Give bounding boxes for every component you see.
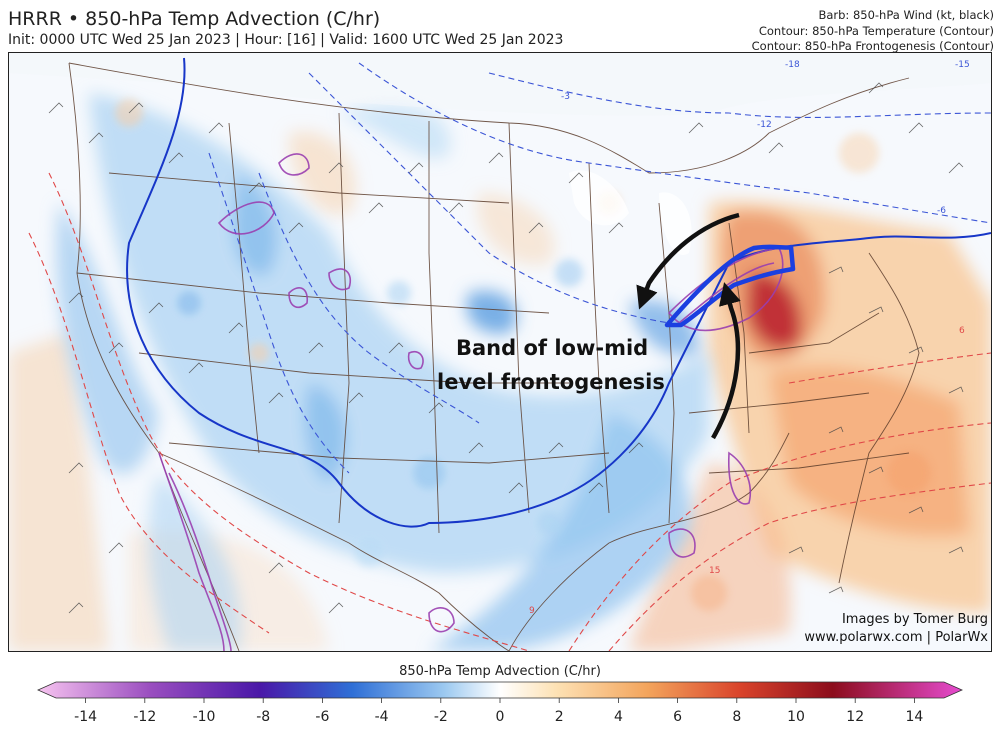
- credit-website: www.polarwx.com | PolarWx: [804, 630, 988, 645]
- legend-line-barb: Barb: 850-hPa Wind (kt, black): [818, 8, 994, 22]
- colorbar-tick-label: -10: [193, 709, 216, 725]
- great-lakes: [569, 170, 629, 226]
- temperature-contours: [28, 62, 991, 651]
- colorbar-bar: [37, 681, 963, 699]
- temp-label: -6: [937, 206, 946, 216]
- colorbar-title: 850-hPa Temp Advection (C/hr): [399, 664, 601, 679]
- colorbar-tick-label: 8: [732, 709, 741, 725]
- colorbar-tick-label: -14: [74, 709, 97, 725]
- colorbar-tick-label: 0: [496, 709, 505, 725]
- colorbar-tick-label: -4: [375, 709, 389, 725]
- wind-barbs: [48, 82, 964, 614]
- cold-advection-shading: [56, 93, 709, 651]
- map-panel: -18 -15 -12 -6 -3 6 9 15 Band of low-mid…: [8, 52, 992, 652]
- legend-line-frontogenesis: Contour: 850-hPa Frontogenesis (Contour): [751, 39, 994, 53]
- temp-label: -3: [561, 92, 570, 102]
- lake-michigan: [659, 192, 692, 255]
- temp-label: 15: [709, 566, 720, 576]
- colorbar: -14 -12 -10 -8 -6 -4 -2 0 2 4 6 8 10 12 14: [37, 681, 963, 725]
- legend-box: Barb: 850-hPa Wind (kt, black) Contour: …: [752, 8, 994, 55]
- temp-label: 9: [529, 606, 535, 616]
- colorbar-tick-label: 6: [673, 709, 682, 725]
- canada-region: [9, 53, 991, 116]
- temp-label: -12: [757, 120, 772, 130]
- credit-author: Images by Tomer Burg: [841, 612, 988, 627]
- colorbar-tick-label: -8: [256, 709, 270, 725]
- arrow-northward: [711, 282, 741, 440]
- annotation-line-2: level frontogenesis: [437, 370, 665, 394]
- colorbar-tick-label: 2: [555, 709, 564, 725]
- colorbar-tick-label: -6: [315, 709, 329, 725]
- legend-line-temperature: Contour: 850-hPa Temperature (Contour): [758, 23, 994, 38]
- colorbar-tick-label: 4: [614, 709, 623, 725]
- colorbar-tick-label: 14: [905, 709, 923, 725]
- temp-label: 6: [959, 326, 965, 336]
- chart-subtitle: Init: 0000 UTC Wed 25 Jan 2023 | Hour: […: [8, 32, 564, 48]
- temperature-labels: -18 -15 -12 -6 -3 6 9 15: [529, 60, 970, 616]
- map-canvas: -18 -15 -12 -6 -3 6 9 15 Band of low-mid…: [9, 53, 991, 651]
- annotation-line-1: Band of low-mid: [456, 336, 648, 360]
- colorbar-tick-label: -12: [133, 709, 156, 725]
- colorbar-tick-label: -2: [434, 709, 448, 725]
- frontogenesis-band-outline: [664, 244, 796, 328]
- chart-title: HRRR • 850-hPa Temp Advection (C/hr): [8, 8, 381, 30]
- colorbar-tick-label: 10: [787, 709, 805, 725]
- colorbar-tick-label: 12: [846, 709, 864, 725]
- arrow-westward: [636, 212, 740, 310]
- colorbar-ticks: -14 -12 -10 -8 -6 -4 -2 0 2 4 6 8 10 12 14: [74, 698, 923, 725]
- temp-label: -15: [955, 60, 970, 70]
- temp-label: -18: [785, 60, 800, 70]
